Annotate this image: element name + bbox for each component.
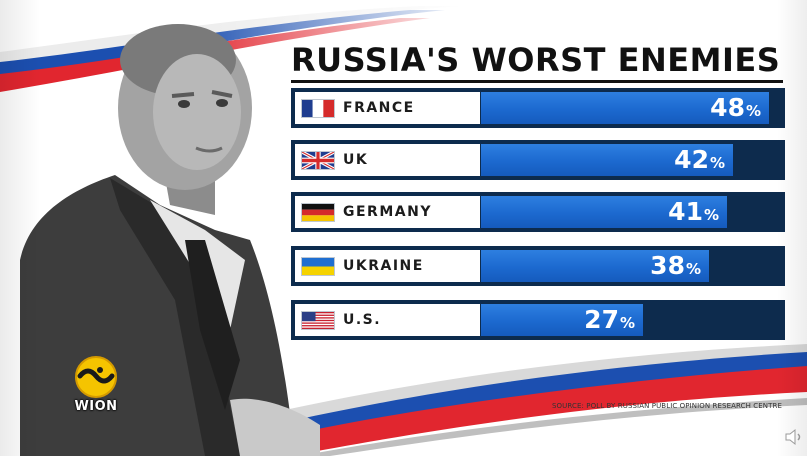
logo-mark [75,356,117,398]
bar-row-ukraine: UKRAINE 38% [291,246,785,286]
value-number: 41 [668,197,703,226]
country-label: UKRAINE [343,258,424,274]
value-suffix: % [685,260,701,278]
country-label: GERMANY [343,204,432,220]
chart-title: RUSSIA'S WORST ENEMIES [291,41,781,79]
data-label: 41% [668,196,719,231]
value-number: 42 [674,145,709,174]
country-label: UK [343,152,369,168]
value-suffix: % [745,102,761,120]
country-label-box: UK [295,144,480,176]
value-suffix: % [703,206,719,224]
data-label: 48% [710,92,761,127]
bar-germany: 41% [481,196,727,228]
bar-row-germany: GERMANY 41% [291,192,785,232]
flag-ukraine-icon [302,258,334,275]
ribbon-bottom [240,344,807,456]
country-label: FRANCE [343,100,415,116]
bar-us: 27% [481,304,643,336]
value-number: 27 [584,305,619,334]
country-label-box: UKRAINE [295,250,480,282]
left-edge-shadow [0,0,40,456]
country-label: U.S. [343,312,382,328]
bar-ukraine: 38% [481,250,709,282]
value-suffix: % [619,314,635,332]
flag-france-icon [302,100,334,117]
source-note: SOURCE: POLL BY RUSSIAN PUBLIC OPINION R… [552,402,782,410]
country-label-box: U.S. [295,304,480,336]
country-label-box: FRANCE [295,92,480,124]
value-number: 38 [650,251,685,280]
speaker-icon[interactable] [784,428,804,446]
country-label-box: GERMANY [295,196,480,228]
bar-row-us: U.S. 27% [291,300,785,340]
wion-logo-icon: WION [70,356,122,418]
data-label: 38% [650,250,701,285]
presenter-photo [20,24,320,456]
title-underline [291,80,783,83]
data-label: 27% [584,304,635,339]
bar-row-uk: UK 42% [291,140,785,180]
flag-uk-icon [302,152,334,169]
flag-germany-icon [302,204,334,221]
logo-text: WION [74,399,118,414]
bar-row-france: FRANCE 48% [291,88,785,128]
bar-uk: 42% [481,144,733,176]
data-label: 42% [674,144,725,179]
value-suffix: % [709,154,725,172]
bar-france: 48% [481,92,769,124]
flag-us-icon [302,312,334,329]
value-number: 48 [710,93,745,122]
